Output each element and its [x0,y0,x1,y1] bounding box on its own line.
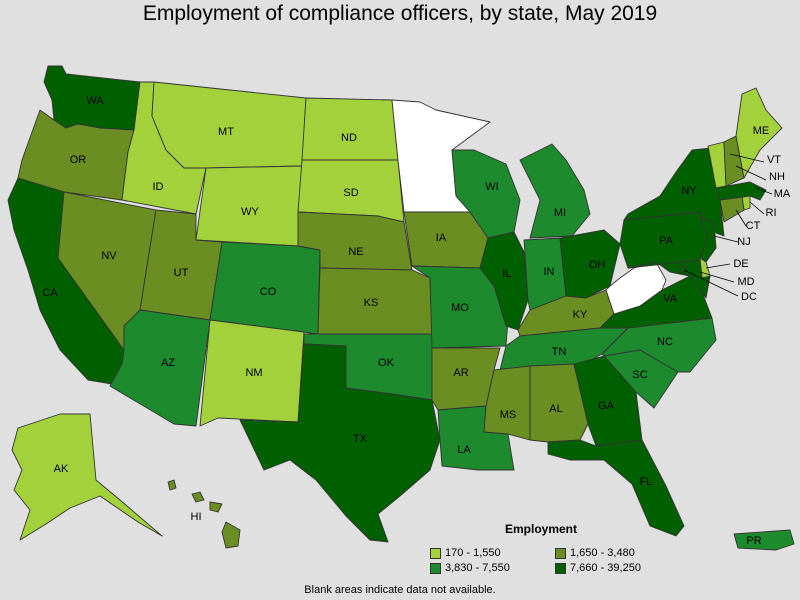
label-WY: WY [241,206,259,218]
state-AK[interactable] [11,413,163,541]
label-KY: KY [573,309,588,321]
legend-label-2: 1,650 - 3,480 [570,547,635,559]
label-NH: NH [769,171,785,183]
label-MD: MD [737,276,754,288]
label-MO: MO [451,302,469,314]
legend-swatch-2 [555,547,566,559]
label-NC: NC [657,336,673,348]
legend-label-4: 7,660 - 39,250 [570,562,641,574]
legend-item-2: 1,650 - 3,480 [555,547,635,559]
legend-item-4: 7,660 - 39,250 [555,562,641,574]
state-NM[interactable] [199,319,305,427]
legend-swatch-3 [430,562,441,574]
label-AL: AL [549,403,562,415]
state-ND[interactable] [301,97,399,161]
label-MS: MS [500,409,517,421]
label-NE: NE [348,246,363,258]
label-TN: TN [552,346,567,358]
label-PR: PR [746,535,761,547]
label-VT: VT [767,154,781,166]
state-DC[interactable] [679,265,687,273]
label-SC: SC [632,369,647,381]
label-ID: ID [153,181,164,193]
label-NV: NV [101,250,117,262]
state-ME[interactable] [735,87,783,179]
label-NM: NM [245,367,262,379]
legend-swatch-1 [430,547,441,559]
label-HI: HI [191,511,202,523]
state-MI[interactable] [519,143,591,239]
label-NJ: NJ [737,236,750,248]
label-CO: CO [260,286,277,298]
state-TX[interactable] [239,343,441,543]
label-LA: LA [457,444,471,456]
label-VA: VA [663,293,678,305]
label-KS: KS [364,297,379,309]
label-WI: WI [485,181,498,193]
label-AK: AK [54,463,69,475]
label-DC: DC [741,291,757,303]
footnote: Blank areas indicate data not available. [304,584,496,596]
state-WV[interactable] [605,261,667,315]
state-HI[interactable] [167,479,241,549]
state-MD[interactable] [627,259,711,299]
state-MT[interactable] [151,81,307,169]
state-AZ[interactable] [109,309,211,427]
label-leader-lines [683,153,773,297]
legend-item-1: 170 - 1,550 [430,547,501,559]
state-FL[interactable] [547,439,685,537]
label-MI: MI [554,207,566,219]
label-IL: IL [502,268,511,280]
label-FL: FL [640,476,653,488]
label-ND: ND [341,132,357,144]
state-PR[interactable] [733,529,795,551]
legend-swatch-4 [555,562,566,574]
label-PA: PA [659,235,674,247]
label-TX: TX [353,433,368,445]
map-title: Employment of compliance officers, by st… [142,2,658,25]
label-CT: CT [746,220,761,232]
label-RI: RI [766,207,777,219]
label-ME: ME [753,125,770,137]
label-UT: UT [174,267,189,279]
label-OR: OR [70,154,87,166]
label-MT: MT [218,126,234,138]
label-AR: AR [453,367,468,379]
label-OK: OK [378,357,395,369]
legend-title: Employment [505,522,578,536]
label-OH: OH [589,259,606,271]
label-IN: IN [544,266,555,278]
label-MA: MA [774,188,791,200]
label-GA: GA [598,400,615,412]
state-MA[interactable] [715,181,767,201]
label-WA: WA [86,95,104,107]
label-NY: NY [681,185,697,197]
legend-item-3: 3,830 - 7,550 [430,562,510,574]
label-CA: CA [42,287,58,299]
legend-label-3: 3,830 - 7,550 [445,562,510,574]
label-AZ: AZ [161,357,175,369]
label-IA: IA [436,232,447,244]
legend-label-1: 170 - 1,550 [445,547,501,559]
label-DE: DE [733,258,748,270]
label-SD: SD [343,187,358,199]
